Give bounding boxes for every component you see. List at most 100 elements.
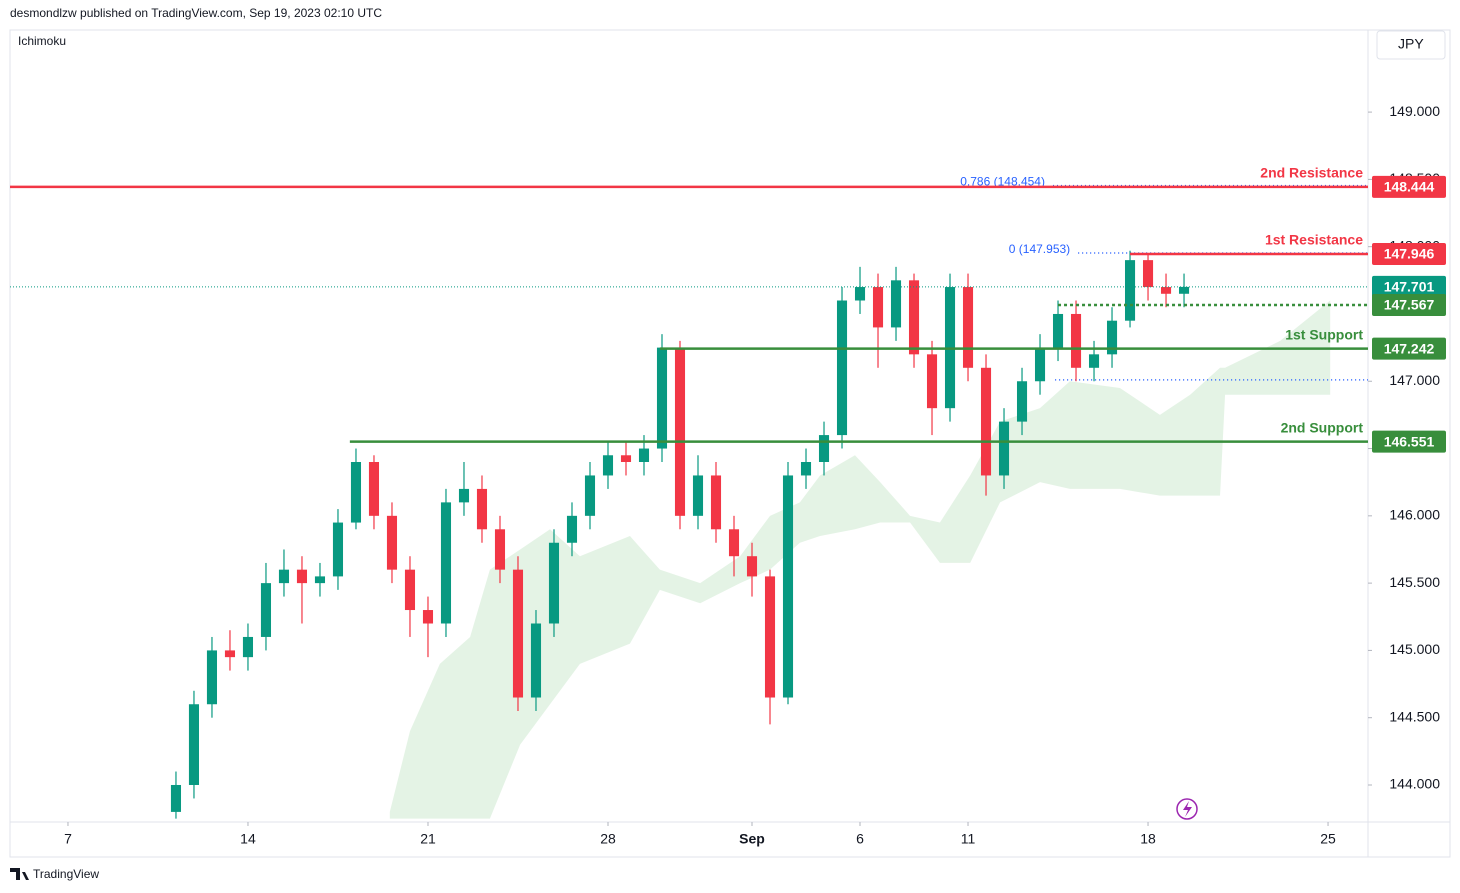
candle-body (512, 569, 524, 698)
level-badge (1372, 175, 1446, 198)
price-badge-label: 147.701 (1384, 279, 1435, 295)
candle-body (422, 610, 434, 624)
candle-body (818, 435, 830, 462)
level-badge (1372, 337, 1446, 360)
candle-body (1124, 260, 1136, 321)
level-badge-label: 147.242 (1384, 340, 1435, 356)
level-badge (1372, 242, 1446, 265)
candle-body (1178, 286, 1190, 294)
level-badge-label: 148.444 (1384, 179, 1435, 195)
candle-body (188, 704, 200, 785)
candle-body (242, 636, 254, 658)
candle-body (548, 542, 560, 624)
candle-body (872, 287, 884, 328)
candle-body (314, 576, 326, 584)
logo-mark (10, 868, 29, 880)
x-tick-label: 21 (420, 831, 436, 847)
x-tick-label: Sep (739, 831, 765, 847)
indicator-name: Ichimoku (18, 34, 66, 48)
frame (9, 29, 1451, 858)
candle-body (566, 515, 578, 543)
x-tick-label: 7 (64, 831, 72, 847)
icon-bolt (1183, 801, 1192, 817)
candle-body (584, 475, 596, 516)
candle-body (368, 462, 380, 516)
attribution: desmondlzw published on TradingView.com,… (10, 6, 382, 20)
x-tick-label: 6 (856, 831, 864, 847)
fib-label: 0.786 (148.454) (960, 175, 1045, 189)
candle-body (206, 650, 218, 705)
level-name: 1st Support (1285, 326, 1363, 342)
candle-body (656, 347, 668, 449)
lightning-icon[interactable] (1176, 798, 1198, 820)
candle-body (476, 488, 488, 530)
currency-box[interactable] (1376, 30, 1446, 60)
candle-body (386, 515, 398, 570)
y-tick-label: 145.500 (1389, 574, 1440, 590)
candle-body (278, 569, 290, 584)
level-name: 1st Resistance (1265, 232, 1363, 248)
candle-body (1034, 347, 1046, 382)
y-tick-label: 149.000 (1389, 103, 1440, 119)
candle-body (800, 462, 812, 476)
y-tick-label: 144.500 (1389, 708, 1440, 724)
candle-body (1106, 320, 1118, 355)
candle-body (746, 556, 758, 577)
candle-body (1016, 381, 1028, 422)
icon-ring (1176, 798, 1198, 820)
candle-body (962, 287, 974, 368)
candle-body (638, 448, 650, 462)
price-badge-label: 147.567 (1384, 297, 1435, 313)
candle-body (404, 569, 416, 611)
y-tick-label: 146.000 (1389, 507, 1440, 523)
candle-body (332, 522, 344, 577)
ichimoku-cloud (389, 300, 1331, 819)
candle-body (710, 475, 722, 530)
candle-body (296, 569, 308, 584)
candle-body (530, 623, 542, 698)
brand: TradingView (33, 867, 99, 881)
level-name: 2nd Resistance (1260, 165, 1363, 181)
x-tick-label: 18 (1140, 831, 1156, 847)
currency: JPY (1398, 36, 1424, 52)
candle-body (782, 475, 794, 698)
candle-body (350, 462, 362, 523)
candle-body (1070, 313, 1082, 368)
candle-body (728, 529, 740, 557)
x-tick-label: 28 (600, 831, 616, 847)
candle-body (908, 280, 920, 355)
candle-body (494, 529, 506, 570)
level-badge (1372, 430, 1446, 453)
candle-body (1160, 287, 1172, 294)
fib-label: 0 (147.953) (1009, 242, 1070, 256)
candle-body (458, 488, 470, 503)
x-tick-label: 25 (1320, 831, 1336, 847)
candle-body (170, 784, 182, 812)
candle-body (926, 354, 938, 409)
y-tick-label: 144.000 (1389, 776, 1440, 792)
candle-body (620, 455, 632, 462)
candle-body (602, 455, 614, 476)
level-name: 2nd Support (1281, 419, 1364, 435)
candle-body (1052, 313, 1064, 348)
x-tick-label: 11 (961, 831, 976, 847)
candle-body (764, 576, 776, 698)
candle-body (224, 650, 236, 658)
candle-body (1142, 260, 1154, 288)
level-badge-label: 147.946 (1384, 246, 1435, 262)
price-badge (1372, 293, 1446, 316)
price-badge (1372, 275, 1446, 298)
y-tick-label: 145.000 (1389, 641, 1440, 657)
candle-body (998, 421, 1010, 476)
y-tick-label: 147.000 (1389, 372, 1440, 388)
candle-body (692, 475, 704, 516)
candle-body (260, 583, 272, 637)
candle-body (836, 300, 848, 436)
candle-body (440, 502, 452, 624)
candle-body (980, 367, 992, 476)
level-badge-label: 146.551 (1384, 433, 1435, 449)
x-tick-label: 14 (240, 831, 256, 847)
candle-body (854, 287, 866, 301)
candle-body (890, 280, 902, 328)
